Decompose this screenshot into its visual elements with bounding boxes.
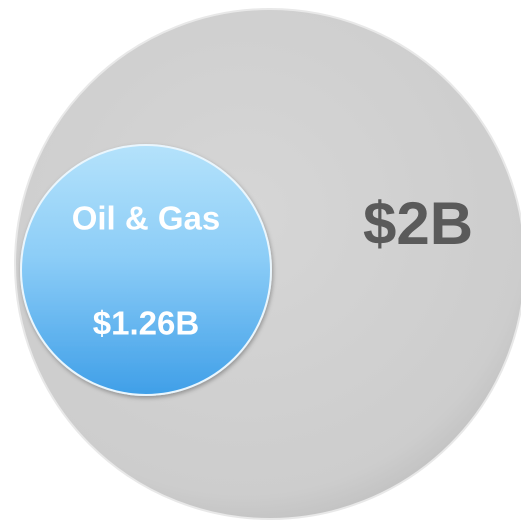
outer-label: $2B: [363, 190, 473, 257]
inner-label: $1.26B: [93, 305, 199, 342]
inner-name: Oil & Gas: [72, 200, 221, 237]
inner-circle: [20, 144, 272, 396]
